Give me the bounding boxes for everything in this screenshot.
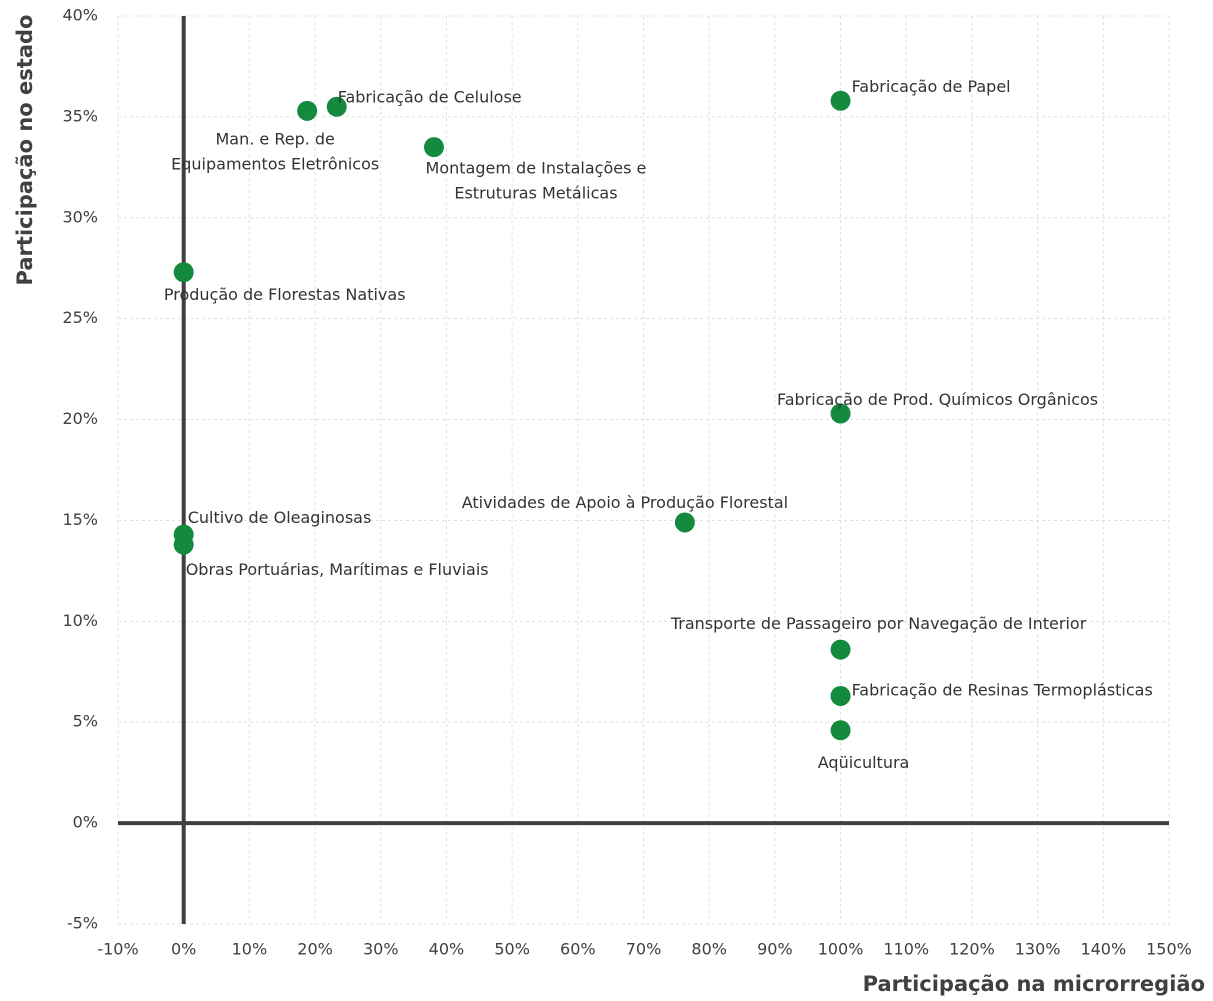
x-tick-label: 0%	[171, 940, 196, 959]
x-tick-label: 150%	[1146, 940, 1192, 959]
y-tick-label: 35%	[62, 106, 98, 125]
point-label: Aqüicultura	[818, 753, 910, 772]
point-label: Produção de Florestas Nativas	[164, 285, 406, 304]
point	[830, 90, 851, 111]
point-label: Fabricação de Celulose	[338, 87, 522, 106]
y-tick-label: 0%	[73, 813, 98, 832]
x-tick-label: 20%	[297, 940, 333, 959]
point-label: Cultivo de Oleaginosas	[188, 508, 372, 527]
y-tick-label: 25%	[62, 308, 98, 327]
point-label: Fabricação de Prod. Químicos Orgânicos	[777, 390, 1098, 409]
point	[830, 685, 851, 706]
point-label: Atividades de Apoio à Produção Florestal	[462, 493, 788, 512]
x-tick-label: 80%	[691, 940, 727, 959]
x-tick-label: 40%	[429, 940, 465, 959]
x-tick-label: -10%	[97, 940, 138, 959]
x-tick-label: 110%	[883, 940, 929, 959]
y-tick-label: 5%	[73, 712, 98, 731]
y-tick-label: 30%	[62, 207, 98, 226]
x-tick-label: 120%	[949, 940, 995, 959]
point-label: Fabricação de Resinas Termoplásticas	[852, 680, 1153, 699]
x-tick-label: 100%	[818, 940, 864, 959]
y-axis-title: Participação no estado	[13, 15, 37, 286]
x-tick-label: 30%	[363, 940, 399, 959]
point	[326, 96, 347, 117]
x-tick-label: 70%	[626, 940, 662, 959]
x-tick-label: 140%	[1080, 940, 1126, 959]
x-tick-label: 90%	[757, 940, 793, 959]
y-tick-label: 15%	[62, 510, 98, 529]
point	[173, 534, 194, 555]
point	[423, 137, 444, 158]
x-tick-label: 60%	[560, 940, 596, 959]
point-label: Equipamentos Eletrônicos	[171, 154, 379, 173]
point-label: Man. e Rep. de	[215, 129, 334, 148]
x-tick-label: 50%	[494, 940, 530, 959]
point-label: Montagem de Instalações e	[426, 159, 647, 178]
point	[297, 100, 318, 121]
y-tick-label: 10%	[62, 611, 98, 630]
point-label: Obras Portuárias, Marítimas e Fluviais	[186, 560, 489, 579]
point	[830, 403, 851, 424]
point	[173, 262, 194, 283]
point-label: Transporte de Passageiro por Navegação d…	[670, 614, 1087, 633]
point	[830, 639, 851, 660]
point	[674, 512, 695, 533]
y-tick-label: 20%	[62, 409, 98, 428]
y-tick-label: -5%	[67, 914, 98, 933]
point	[830, 720, 851, 741]
x-tick-label: 130%	[1015, 940, 1061, 959]
point-label: Estruturas Metálicas	[454, 184, 617, 203]
point-label: Fabricação de Papel	[852, 77, 1011, 96]
x-axis-title: Participação na microrregião	[863, 972, 1205, 996]
x-tick-label: 10%	[232, 940, 268, 959]
y-tick-label: 40%	[62, 6, 98, 25]
